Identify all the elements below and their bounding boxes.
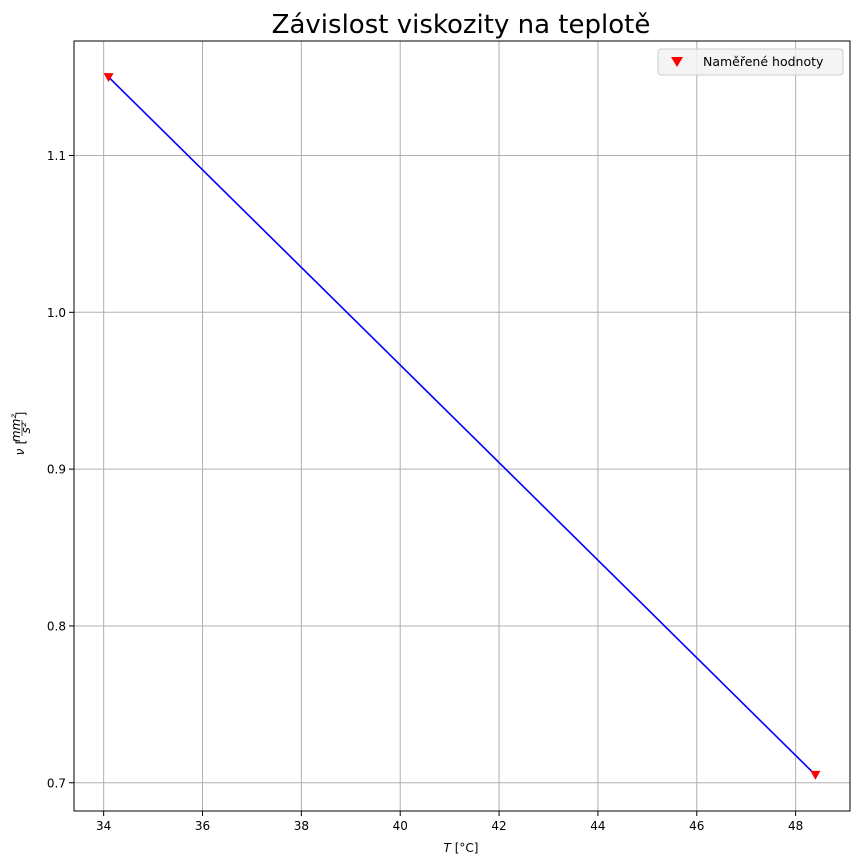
x-axis-label: T [°C] [444, 841, 479, 855]
x-tick-label: 38 [294, 819, 309, 833]
x-tick-label: 34 [96, 819, 111, 833]
x-axis: 34 36 38 40 42 44 46 48 [96, 811, 803, 833]
x-tick-label: 48 [788, 819, 803, 833]
y-tick-label: 0.9 [47, 463, 66, 477]
x-tick-label: 36 [195, 819, 210, 833]
y-tick-label: 1.0 [47, 306, 66, 320]
legend-label: Naměřené hodnoty [703, 54, 824, 69]
fit-line [108, 76, 816, 776]
legend: Naměřené hodnoty [657, 48, 844, 76]
data-point [810, 770, 821, 780]
y-tick-label: 0.7 [47, 776, 66, 790]
chart-title: Závislost viskozity na teplotě [272, 10, 651, 40]
y-tick-label: 0.8 [47, 619, 66, 633]
y-axis-label-var: ν [13, 448, 27, 455]
y-axis-label-unit-num: mm² [9, 414, 23, 442]
x-tick-label: 40 [393, 819, 408, 833]
x-tick-label: 46 [689, 819, 704, 833]
series-layer [103, 73, 821, 780]
y-tick-label: 1.1 [47, 149, 66, 163]
y-axis-label-unit-den: s² [19, 422, 33, 433]
grid [74, 41, 850, 811]
legend-frame [657, 48, 844, 76]
y-axis: 0.7 0.8 0.9 1.0 1.1 [47, 149, 74, 790]
y-axis-label: ν [ mm² s² ] [9, 412, 33, 456]
legend-marker-icon [671, 57, 683, 67]
x-tick-label: 42 [491, 819, 506, 833]
plot-frame [73, 40, 851, 812]
y-axis-label-bracket-open: [ [14, 440, 28, 445]
x-tick-label: 44 [590, 819, 605, 833]
y-axis-label-bracket-close: ] [14, 412, 28, 417]
data-point [103, 73, 114, 83]
